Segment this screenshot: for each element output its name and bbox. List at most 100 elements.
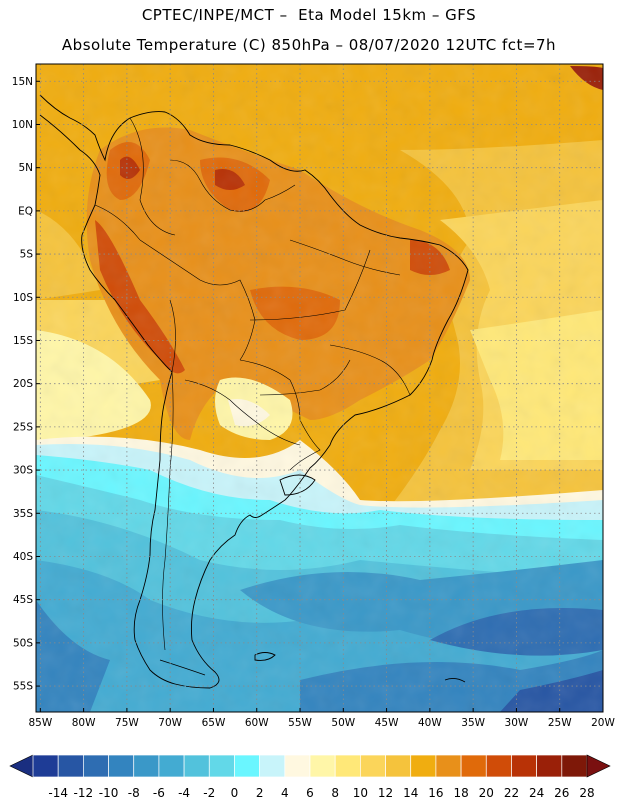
colorbar-tick-label: 10 xyxy=(353,786,368,800)
colorbar-tick-label: -4 xyxy=(178,786,190,800)
border-peru-bolivia xyxy=(139,239,256,361)
lat-label: 45S xyxy=(13,594,33,606)
colorbar-swatch xyxy=(133,754,160,778)
colorbar-swatch xyxy=(183,754,210,778)
border-brazil-states-2 xyxy=(289,239,401,276)
lon-label: 30W xyxy=(505,717,529,729)
border-brazil-states-3 xyxy=(329,344,411,396)
lat-label: 50S xyxy=(13,637,33,649)
latitude-axis-labels: 15N 10N 5N EQ 5S 10S 15S 20S 25S 30S 35S 40S 45S 50S 5… xyxy=(12,76,34,693)
colorbar-swatch xyxy=(32,754,59,778)
lat-label: 15S xyxy=(13,335,33,347)
lat-label: 30S xyxy=(13,465,33,477)
colorbar-tick-label: -14 xyxy=(48,786,68,800)
colorbar-tick-label: -6 xyxy=(153,786,165,800)
colorbar-tick-label: 0 xyxy=(231,786,239,800)
lat-label: EQ xyxy=(18,205,33,217)
colorbar-tick-label: -10 xyxy=(99,786,119,800)
coastline-falklands xyxy=(254,652,276,661)
colorbar-swatch xyxy=(536,754,563,778)
lon-label: 25W xyxy=(548,717,572,729)
border-uruguay xyxy=(289,419,321,471)
colorbar: -14 -12 -10 -8 -6 -4 -2 0 2 4 6 8 10 12 14 16 18 20 22 24 26… xyxy=(9,754,611,800)
border-bolivia-paraguay xyxy=(239,359,301,421)
colorbar-tick-label: 24 xyxy=(529,786,544,800)
colorbar-arrow-low xyxy=(9,754,34,778)
lat-label: 25S xyxy=(13,421,33,433)
lat-label: 10S xyxy=(13,292,33,304)
colorbar-swatch xyxy=(284,754,311,778)
colorbar-tick-label: 14 xyxy=(403,786,418,800)
lat-label: 10N xyxy=(12,119,33,131)
colorbar-swatch xyxy=(208,754,235,778)
lat-label: 40S xyxy=(13,551,33,563)
lon-label: 75W xyxy=(115,717,139,729)
colorbar-swatch xyxy=(385,754,412,778)
colorbar-swatch xyxy=(360,754,386,778)
colorbar-swatch xyxy=(108,754,135,778)
field-texture xyxy=(36,64,603,712)
colorbar-tick-label: 12 xyxy=(378,786,393,800)
colorbar-swatch xyxy=(410,754,437,778)
colorbar-swatch xyxy=(309,754,336,778)
lon-label: 50W xyxy=(331,717,355,729)
coastlines xyxy=(39,94,469,689)
colorbar-arrow-high xyxy=(586,754,611,778)
coastline-tierra-del-fuego xyxy=(159,659,206,676)
lon-label: 80W xyxy=(72,717,96,729)
lon-label: 55W xyxy=(288,717,312,729)
colorbar-tick-label: 6 xyxy=(306,786,314,800)
colorbar-swatch xyxy=(158,754,185,778)
lat-label: 5N xyxy=(18,162,33,174)
title-line-1: CPTEC/INPE/MCT – Eta Model 15km – GFS xyxy=(141,6,477,24)
colorbar-swatch xyxy=(435,754,462,778)
coastline-south-america xyxy=(39,94,469,689)
lon-label: 40W xyxy=(418,717,442,729)
longitude-axis-labels: 85W 80W 75W 70W 65W 60W 55W 50W 45W 40W 35W 30W 25W 2… xyxy=(28,717,615,729)
lon-label: 35W xyxy=(461,717,485,729)
colorbar-swatch xyxy=(460,754,487,778)
colorbar-tick-label: 26 xyxy=(554,786,569,800)
border-argentina-north xyxy=(184,379,301,446)
colorbar-tick-label: 2 xyxy=(256,786,264,800)
colorbar-swatch xyxy=(83,754,109,778)
colorbar-tick-label: 22 xyxy=(504,786,519,800)
title-line-2: Absolute Temperature (C) 850hPa – 08/07/… xyxy=(61,36,557,54)
colorbar-swatch xyxy=(57,754,84,778)
colorbar-swatch xyxy=(259,754,286,778)
border-colombia xyxy=(129,117,176,236)
border-chile-argentina xyxy=(162,371,174,651)
map-frame xyxy=(35,63,604,713)
colorbar-tick-label: 16 xyxy=(428,786,443,800)
lon-label: 45W xyxy=(375,717,399,729)
lon-label: 20W xyxy=(591,717,615,729)
border-ecuador xyxy=(94,204,141,241)
border-peru-chile xyxy=(169,299,176,373)
lat-label: 35S xyxy=(13,508,33,520)
colorbar-swatch xyxy=(485,754,512,778)
coastline-lagoon xyxy=(279,474,316,496)
lon-label: 70W xyxy=(158,717,182,729)
lat-label: 20S xyxy=(13,378,33,390)
colorbar-tick-label: -12 xyxy=(74,786,94,800)
colorbar-tick-label: 8 xyxy=(331,786,339,800)
border-venezuela xyxy=(169,159,296,212)
colorbar-tick-label: 4 xyxy=(281,786,289,800)
colorbar-tick-label: -8 xyxy=(128,786,140,800)
lat-label: 15N xyxy=(12,76,33,88)
colorbar-tick-label: 20 xyxy=(479,786,494,800)
colorbar-tick-label: 28 xyxy=(579,786,594,800)
colorbar-tick-label: 18 xyxy=(453,786,468,800)
lat-label: 55S xyxy=(13,681,33,693)
coastline-south-georgia xyxy=(444,677,466,683)
colorbar-swatch xyxy=(561,754,588,778)
lat-label: 5S xyxy=(20,249,34,261)
border-brazil-states-1 xyxy=(249,249,371,321)
lon-label: 65W xyxy=(202,717,226,729)
colorbar-tick-label: -2 xyxy=(203,786,215,800)
lon-label: 60W xyxy=(245,717,269,729)
colorbar-swatch xyxy=(511,754,537,778)
colorbar-swatch xyxy=(334,754,361,778)
colorbar-swatch xyxy=(234,754,260,778)
